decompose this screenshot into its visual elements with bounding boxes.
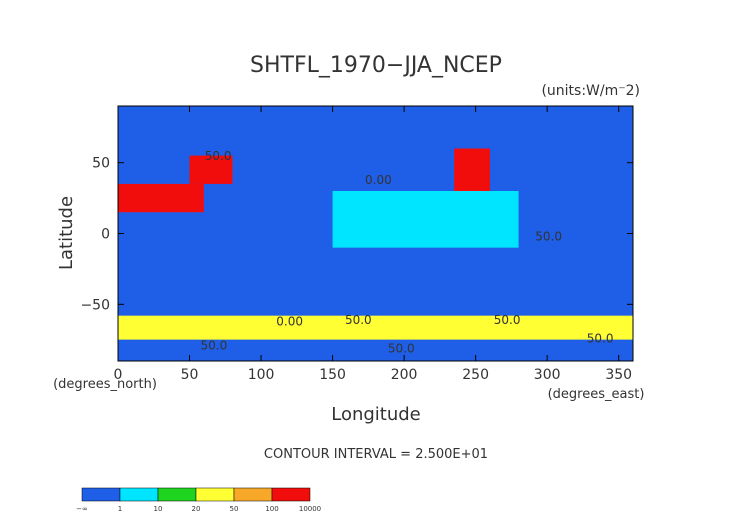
x-tick-label: 100: [248, 367, 275, 383]
contour-label: 50.0: [200, 339, 227, 353]
x-axis-label: Longitude: [331, 404, 421, 425]
contour-interval: CONTOUR INTERVAL = 2.500E+01: [264, 447, 488, 462]
legend-swatch: [195, 487, 235, 502]
contour-label: 0.00: [365, 173, 392, 187]
y-tick-label: 50: [92, 156, 110, 172]
y-axis-label: Latitude: [56, 196, 77, 270]
x-tick-label: 50: [181, 367, 199, 383]
x-tick-label: 150: [319, 367, 346, 383]
region-antarctica: [118, 339, 633, 361]
legend-swatch: [81, 487, 121, 502]
legend-swatch: [119, 487, 159, 502]
x-tick-label: 0: [114, 367, 123, 383]
plot-area: [118, 106, 633, 361]
region-tropical-pacific: [332, 191, 519, 248]
contour-label: 50.0: [345, 313, 372, 327]
contour-label: 50.0: [388, 342, 415, 356]
legend-label: 20: [192, 505, 201, 513]
units-label: (units:W/m⁻2): [541, 83, 640, 99]
legend-label: −∞: [76, 505, 88, 513]
legend-swatch: [271, 487, 311, 502]
legend-swatch: [233, 487, 273, 502]
contour-labels: 50.0 0.00 50.0 0.00 50.0 50.0 50.0 50.0 50.0: [200, 149, 613, 356]
y-ticks: 50 0 −50: [80, 156, 633, 313]
contour-label: 50.0: [535, 230, 562, 244]
legend-label: 100: [265, 505, 278, 513]
region-western-north-america: [454, 148, 490, 191]
contour-label: 50.0: [205, 149, 232, 163]
legend-swatch: [157, 487, 197, 502]
y-tick-label: −50: [80, 297, 110, 313]
contour-label: 50.0: [587, 332, 614, 346]
x-tick-label: 350: [605, 367, 632, 383]
x-tick-label: 200: [391, 367, 418, 383]
legend-label: 10000: [299, 505, 321, 513]
chart-title: SHTFL_1970−JJA_NCEP: [250, 53, 502, 78]
region-southern-ocean: [118, 315, 633, 340]
x-tick-label: 250: [462, 367, 489, 383]
y-tick-label: 0: [101, 227, 110, 243]
region-central-asia: [189, 155, 233, 184]
contour-label: 0.00: [276, 315, 303, 329]
x-ticks: 0 50 100 150 200 250 300 350: [114, 106, 632, 383]
x-unit-note: (degrees_east): [548, 387, 645, 402]
region-sahara-arabia: [118, 183, 204, 213]
x-tick-label: 300: [534, 367, 561, 383]
legend-label: 50: [230, 505, 239, 513]
y-unit-note: (degrees_north): [53, 377, 157, 392]
region-polar-north: [118, 106, 633, 128]
legend: −∞ 1 10 20 50 100 10000: [76, 487, 321, 513]
contour-label: 50.0: [494, 313, 521, 327]
legend-label: 10: [154, 505, 163, 513]
legend-label: 1: [118, 505, 122, 513]
